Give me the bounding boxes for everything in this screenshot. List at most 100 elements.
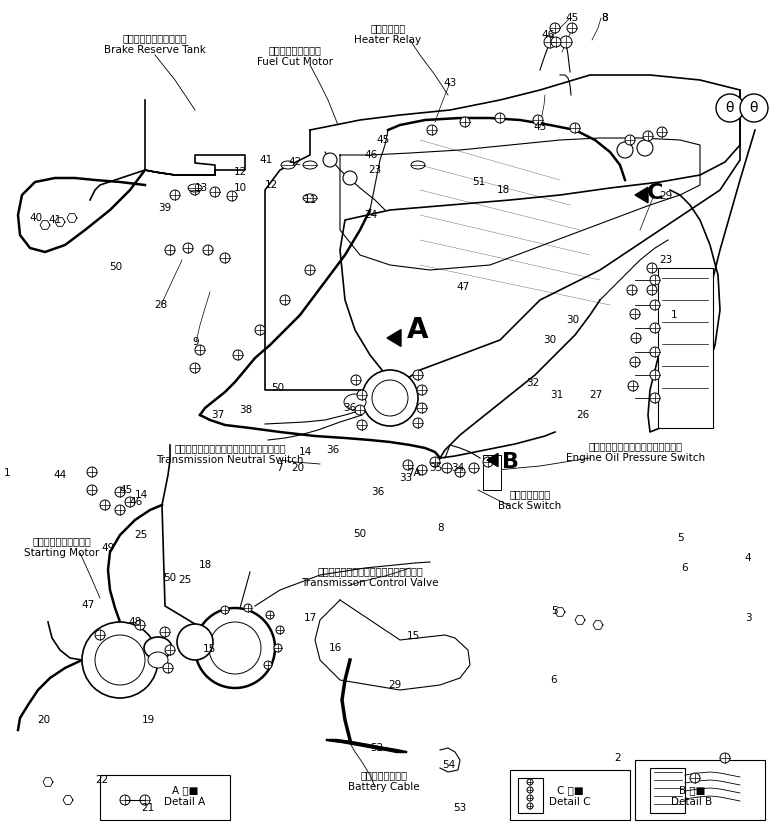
Circle shape xyxy=(87,485,97,495)
Text: 17: 17 xyxy=(303,613,317,623)
Ellipse shape xyxy=(411,161,425,169)
Circle shape xyxy=(417,403,427,413)
Polygon shape xyxy=(487,454,498,466)
Text: 10: 10 xyxy=(234,183,247,193)
Circle shape xyxy=(220,253,230,263)
Circle shape xyxy=(355,405,365,415)
Text: 36: 36 xyxy=(344,403,357,413)
Circle shape xyxy=(650,393,660,403)
Text: 45: 45 xyxy=(565,13,579,23)
Circle shape xyxy=(160,627,170,637)
Bar xyxy=(635,760,765,820)
Text: 33: 33 xyxy=(399,473,413,483)
Circle shape xyxy=(650,370,660,380)
Circle shape xyxy=(417,465,427,475)
Text: Battery Cable: Battery Cable xyxy=(348,782,420,792)
Circle shape xyxy=(690,773,700,783)
Text: 45: 45 xyxy=(119,485,132,495)
Text: 14: 14 xyxy=(135,490,148,500)
Text: 46: 46 xyxy=(129,497,142,507)
Ellipse shape xyxy=(303,161,317,169)
Circle shape xyxy=(617,142,633,158)
Circle shape xyxy=(430,457,440,467)
Text: 12: 12 xyxy=(265,180,278,190)
Text: 34: 34 xyxy=(451,463,464,473)
Text: B: B xyxy=(502,452,519,472)
Text: 25: 25 xyxy=(135,530,148,540)
Text: 50: 50 xyxy=(109,262,122,272)
Text: Heater Relay: Heater Relay xyxy=(354,35,422,45)
Circle shape xyxy=(115,505,125,515)
Text: Detail A: Detail A xyxy=(164,797,206,807)
Polygon shape xyxy=(593,621,603,629)
Circle shape xyxy=(417,385,427,395)
Text: フェルカットモータ: フェルカットモータ xyxy=(269,45,321,55)
Circle shape xyxy=(413,418,423,428)
Text: Brake Reserve Tank: Brake Reserve Tank xyxy=(104,45,206,55)
Text: 5: 5 xyxy=(550,606,557,616)
Text: C 詳■: C 詳■ xyxy=(557,785,584,795)
Circle shape xyxy=(657,127,667,137)
Text: 46: 46 xyxy=(541,30,555,40)
Text: 40: 40 xyxy=(29,213,43,223)
Circle shape xyxy=(190,185,200,195)
Text: 7: 7 xyxy=(276,463,283,473)
Circle shape xyxy=(244,604,252,612)
Circle shape xyxy=(140,795,150,805)
Circle shape xyxy=(650,300,660,310)
Text: 3: 3 xyxy=(745,613,752,623)
Text: 25: 25 xyxy=(178,575,192,585)
Circle shape xyxy=(209,622,261,674)
Text: 4: 4 xyxy=(745,553,752,563)
Circle shape xyxy=(650,275,660,285)
Circle shape xyxy=(716,94,744,122)
Circle shape xyxy=(357,420,367,430)
Text: 35: 35 xyxy=(430,463,443,473)
Circle shape xyxy=(627,285,637,295)
Circle shape xyxy=(427,125,437,135)
Text: スターティングモータ: スターティングモータ xyxy=(33,536,91,546)
Circle shape xyxy=(483,457,493,467)
Circle shape xyxy=(647,285,657,295)
Text: 29: 29 xyxy=(389,680,402,690)
Text: 26: 26 xyxy=(577,410,590,420)
Text: 45: 45 xyxy=(376,135,389,145)
Circle shape xyxy=(210,187,220,197)
Circle shape xyxy=(357,390,367,400)
Circle shape xyxy=(630,309,640,319)
Text: 8: 8 xyxy=(601,13,608,23)
Circle shape xyxy=(372,380,408,416)
Text: 1: 1 xyxy=(671,310,677,320)
Circle shape xyxy=(630,357,640,367)
Polygon shape xyxy=(387,330,401,347)
Text: 50: 50 xyxy=(163,573,176,583)
Polygon shape xyxy=(67,214,77,223)
Circle shape xyxy=(551,37,561,47)
Ellipse shape xyxy=(148,652,168,668)
Text: 37: 37 xyxy=(211,410,224,420)
Text: 54: 54 xyxy=(443,760,456,770)
Circle shape xyxy=(190,363,200,373)
Circle shape xyxy=(264,661,272,669)
Text: エンジンオイルプレッシャスイッチ: エンジンオイルプレッシャスイッチ xyxy=(589,441,683,451)
Text: 11: 11 xyxy=(303,195,317,205)
Text: 15: 15 xyxy=(202,644,216,654)
Text: 36: 36 xyxy=(372,487,385,497)
Text: 20: 20 xyxy=(37,715,50,725)
Ellipse shape xyxy=(188,184,202,192)
Ellipse shape xyxy=(344,394,366,410)
Text: A 詳■: A 詳■ xyxy=(172,785,198,795)
Circle shape xyxy=(227,191,237,201)
Text: 6: 6 xyxy=(682,563,688,573)
Text: バッテリケーブル: バッテリケーブル xyxy=(361,770,407,780)
Text: ヒータリレー: ヒータリレー xyxy=(371,23,406,33)
Circle shape xyxy=(343,171,357,185)
Circle shape xyxy=(527,803,533,809)
Text: 20: 20 xyxy=(292,463,304,473)
Polygon shape xyxy=(63,795,73,804)
Circle shape xyxy=(135,620,145,630)
Circle shape xyxy=(163,663,173,673)
Circle shape xyxy=(650,347,660,357)
Text: 43: 43 xyxy=(444,78,457,88)
Text: 8: 8 xyxy=(437,523,444,533)
